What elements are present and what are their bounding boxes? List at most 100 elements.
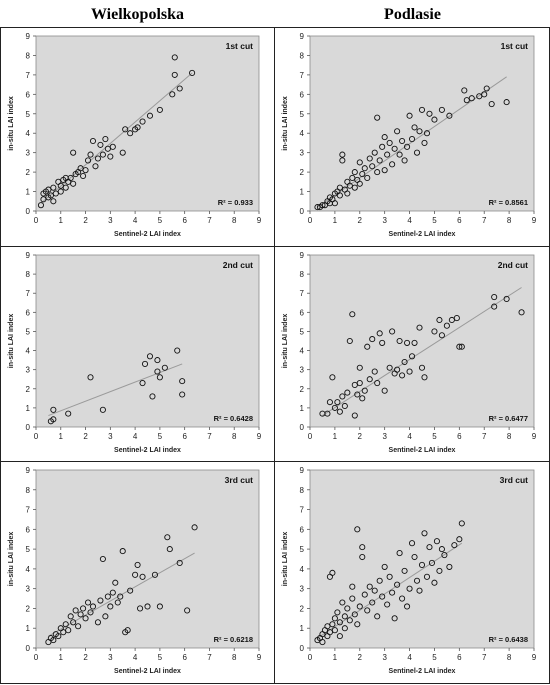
row-divider-2 [0,461,550,462]
y-tick-label: 3 [300,585,305,594]
data-point [404,339,411,346]
y-tick-label: 8 [26,486,31,495]
data-point [109,143,116,150]
data-point [361,165,368,172]
x-tick-label: 4 [407,432,412,441]
data-point [99,555,106,563]
x-tick-label: 4 [133,432,138,441]
data-point [176,559,183,567]
cut-label: 2nd cut [498,260,528,270]
y-tick-label: 2 [300,385,305,394]
data-point [134,561,141,568]
data-point [416,128,423,135]
data-point [426,544,433,551]
y-tick-label: 7 [26,289,31,298]
data-point [319,202,326,209]
data-point [107,153,114,160]
data-point [438,546,445,553]
data-point [119,149,126,156]
x-tick-label: 2 [83,432,88,441]
data-point [491,293,498,301]
data-point [381,387,388,394]
data-point [87,151,94,158]
data-point [331,200,338,207]
data-point [356,180,363,187]
data-point [408,353,416,360]
y-tick-label: 0 [26,644,31,653]
y-tick-label: 6 [26,308,31,317]
data-point [191,524,198,531]
data-point [139,379,146,387]
data-point [326,629,333,636]
data-point [97,141,104,148]
x-tick-label: 2 [358,432,363,441]
data-point [72,607,79,614]
r-squared-label: R² = 0.6438 [489,635,528,644]
data-point [359,395,366,402]
data-point [518,309,525,316]
data-point [438,106,445,113]
data-point [331,404,338,411]
r-squared-label: R² = 0.933 [218,198,253,207]
data-point [351,184,358,191]
data-point [336,619,343,626]
data-point [102,136,109,143]
data-point [428,559,436,567]
x-tick-label: 6 [182,653,187,662]
data-point [356,364,363,371]
data-point [84,157,92,164]
data-point [356,159,363,166]
data-point [349,583,356,590]
x-tick-label: 3 [108,216,113,225]
data-point [50,416,57,423]
data-point [341,625,348,632]
x-tick-label: 1 [59,216,64,225]
data-point [45,186,52,193]
x-tick-label: 1 [333,216,338,225]
data-point [433,538,440,545]
data-point [77,165,84,172]
data-point [102,613,109,620]
y-tick-label: 2 [300,168,305,177]
data-point [70,619,77,626]
data-point [406,585,413,592]
data-point [336,633,343,640]
y-axis-label: in-situ LAI index [8,314,15,369]
y-tick-label: 8 [300,51,305,60]
y-tick-label: 1 [26,624,31,633]
data-point [104,145,111,152]
y-tick-label: 0 [26,207,31,216]
data-point [431,579,438,586]
trend-line [40,72,193,204]
data-point [374,114,381,121]
data-point [154,368,161,375]
data-point [404,603,411,610]
y-tick-label: 4 [300,129,305,138]
data-point [396,151,403,158]
data-point [366,155,373,162]
data-point [401,358,408,366]
y-tick-label: 1 [26,404,31,413]
data-point [399,137,406,145]
data-point [503,99,510,106]
data-point [60,629,67,636]
data-point [329,374,336,381]
y-tick-label: 8 [300,486,305,495]
data-point [416,587,423,594]
x-tick-label: 7 [482,432,487,441]
data-point [141,360,149,367]
y-tick-label: 8 [26,51,31,60]
data-point [336,192,343,199]
data-point [127,130,134,137]
data-point [359,544,366,551]
x-tick-label: 4 [407,653,412,662]
data-point [174,347,181,354]
data-point [161,364,168,371]
data-point [336,184,343,191]
x-tick-label: 2 [83,653,88,662]
data-point [423,573,431,580]
data-point [371,149,378,156]
x-tick-label: 9 [257,432,262,441]
trend-line [322,287,522,416]
data-point [80,172,87,180]
